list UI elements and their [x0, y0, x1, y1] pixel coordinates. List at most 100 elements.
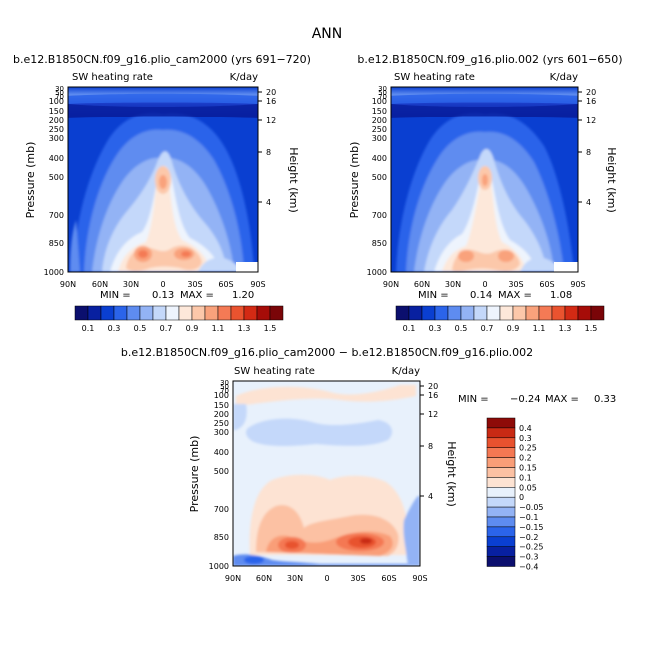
- panel-b-colorbar-swatch: [395, 305, 410, 321]
- panel-a-colorbar-swatch: [87, 305, 102, 321]
- panel-a-y2tick: 12: [266, 116, 276, 125]
- panel-a-ytick: 50: [55, 89, 64, 97]
- panel-diff-min-label: MIN =: [458, 394, 489, 405]
- figure-title: ANN: [312, 26, 343, 42]
- panel-diff-colorbar-label: −0.05: [519, 503, 544, 512]
- panel-b-ytick: 100: [372, 97, 387, 106]
- panel-a-xtick: 60S: [218, 280, 233, 289]
- panel-b-min-value: 0.14: [470, 290, 492, 301]
- panel-b-colorbar-label: 0.9: [507, 324, 520, 333]
- panel-b-plot-frame: [390, 86, 579, 273]
- panel-b-y2tick: 8: [586, 148, 591, 157]
- panel-diff-colorbar-swatch: [486, 457, 516, 468]
- panel-diff-xtick: 90N: [225, 574, 241, 583]
- panel-b-colorbar-swatch: [408, 305, 423, 321]
- panel-a-strat-layer: [68, 93, 258, 104]
- panel-b-ytick: 400: [372, 154, 387, 163]
- panel-diff-y2tick: 20: [428, 382, 438, 391]
- panel-diff-ytick: 70: [220, 387, 229, 395]
- panel-diff-ylabel: Pressure (mb): [188, 436, 201, 513]
- panel-diff-surface-cool: [233, 554, 420, 566]
- panel-b-ytick: 1000: [367, 268, 387, 277]
- panel-diff-colorbar-swatch: [486, 447, 516, 458]
- panel-b-ytick: 70: [378, 93, 387, 101]
- panel-diff-xtick: 0: [324, 574, 329, 583]
- panel-b-title: b.e12.B1850CN.f09_g16.plio.002 (yrs 601−…: [357, 53, 622, 66]
- panel-diff-colorbar-label: 0: [519, 493, 524, 502]
- panel-diff-subtitle-right: K/day: [392, 366, 420, 377]
- panel-b-strat-layer: [391, 93, 578, 104]
- panel-diff-subtitle-left: SW heating rate: [234, 366, 315, 377]
- panel-b-colorbar-swatch: [434, 305, 449, 321]
- panel-diff-colorbar-swatch: [486, 556, 516, 567]
- panel-a-max-value: 1.20: [232, 290, 254, 301]
- panel-b-y-ticks: 30 50 70 100 150 200 250 300 400 500 700…: [367, 85, 387, 277]
- panel-a-ytick: 700: [49, 211, 64, 220]
- panel-diff-plot-frame: [232, 380, 421, 567]
- panel-diff-upper-cool: [246, 418, 393, 446]
- panel-a-ytick: 100: [49, 97, 64, 106]
- panel-a-ytick: 400: [49, 154, 64, 163]
- panel-diff-colorbar-label: −0.3: [519, 553, 538, 562]
- panel-a-max-label: MAX =: [180, 290, 214, 301]
- panel-a-ytick: 850: [49, 239, 64, 248]
- panel-b-ylabel2: Height (km): [605, 147, 618, 213]
- panel-diff-colorbar-label: −0.2: [519, 533, 538, 542]
- panel-diff-colorbar-swatch: [486, 477, 516, 488]
- panel-diff-ytick: 30: [220, 379, 229, 387]
- panel-a-contour-field: [68, 87, 258, 272]
- panel-a-colorbar-swatch: [243, 305, 258, 321]
- panel-b-xtick: 30N: [445, 280, 461, 289]
- panel-b-xtick: 30S: [508, 280, 523, 289]
- panel-a-title: b.e12.B1850CN.f09_g16.plio_cam2000 (yrs …: [13, 53, 311, 66]
- panel-diff-ytick: 100: [214, 391, 229, 400]
- panel-a-colorbar-swatch: [191, 305, 206, 321]
- panel-a-colorbar-swatch: [165, 305, 180, 321]
- panel-b-colorbar-label: 1.1: [533, 324, 546, 333]
- panel-diff-colorbar-swatch: [486, 506, 516, 518]
- panel-b-ytick: 30: [378, 85, 387, 93]
- panel-a-xtick: 30S: [187, 280, 202, 289]
- panel-diff-minmax: MIN = −0.24 MAX = 0.33: [458, 394, 616, 405]
- panel-a-colorbar-label: 0.9: [186, 324, 199, 333]
- panel-a-y2tick: 20: [266, 88, 276, 97]
- panel-a-y2tick: 8: [266, 148, 271, 157]
- panel-b-colorbar-swatch: [525, 305, 540, 321]
- panel-b-colorbar-swatch: [473, 305, 488, 321]
- panel-a-colorbar-swatch: [100, 305, 115, 321]
- panel-a-subtitle-right: K/day: [230, 72, 258, 83]
- panel-diff-colorbar-swatch: [486, 427, 516, 439]
- panel-a-ytick: 150: [49, 107, 64, 116]
- panel-b-y2tick: 16: [586, 97, 596, 106]
- panel-diff-xtick: 60N: [256, 574, 272, 583]
- panel-diff-ytick: 700: [214, 505, 229, 514]
- panel-diff-ytick: 50: [220, 383, 229, 391]
- panel-a-xtick: 30N: [123, 280, 139, 289]
- panel-a-colorbar-label: 1.3: [238, 324, 251, 333]
- panel-a-ytick: 1000: [44, 268, 64, 277]
- panel-diff-colorbar-label: 0.2: [519, 454, 532, 463]
- panel-a-ytick: 250: [49, 125, 64, 134]
- panel-b-warm-plume: [442, 177, 526, 272]
- panel-b-ytick: 500: [372, 173, 387, 182]
- panel-diff-colorbar-label: −0.25: [519, 543, 544, 552]
- panel-a-colorbar-swatch: [217, 305, 232, 321]
- panel-b-colorbar-label: 0.3: [429, 324, 442, 333]
- panel-a-xtick: 90N: [60, 280, 76, 289]
- panel-diff-y2tick: 16: [428, 391, 438, 400]
- panel-b-y2tick: 12: [586, 116, 596, 125]
- panel-b-max-value: 1.08: [550, 290, 572, 301]
- panel-diff-colorbar-swatch: [486, 536, 516, 547]
- panel-b-contour-field: [391, 87, 578, 272]
- panel-diff-ylabel2: Height (km): [445, 441, 458, 507]
- panel-diff-colorbar-label: 0.3: [519, 434, 532, 443]
- panel-diff-ytick: 200: [214, 410, 229, 419]
- panel-b-colorbar-swatch: [538, 305, 553, 321]
- panel-b-max-label: MAX =: [498, 290, 532, 301]
- panel-b-y2tick: 20: [586, 88, 596, 97]
- panel-diff-colorbar-label: 0.15: [519, 464, 537, 473]
- panel-b-colorbar-swatch: [460, 305, 475, 321]
- panel-a-colorbar-swatch: [256, 305, 271, 321]
- panel-a-ylabel2: Height (km): [287, 147, 300, 213]
